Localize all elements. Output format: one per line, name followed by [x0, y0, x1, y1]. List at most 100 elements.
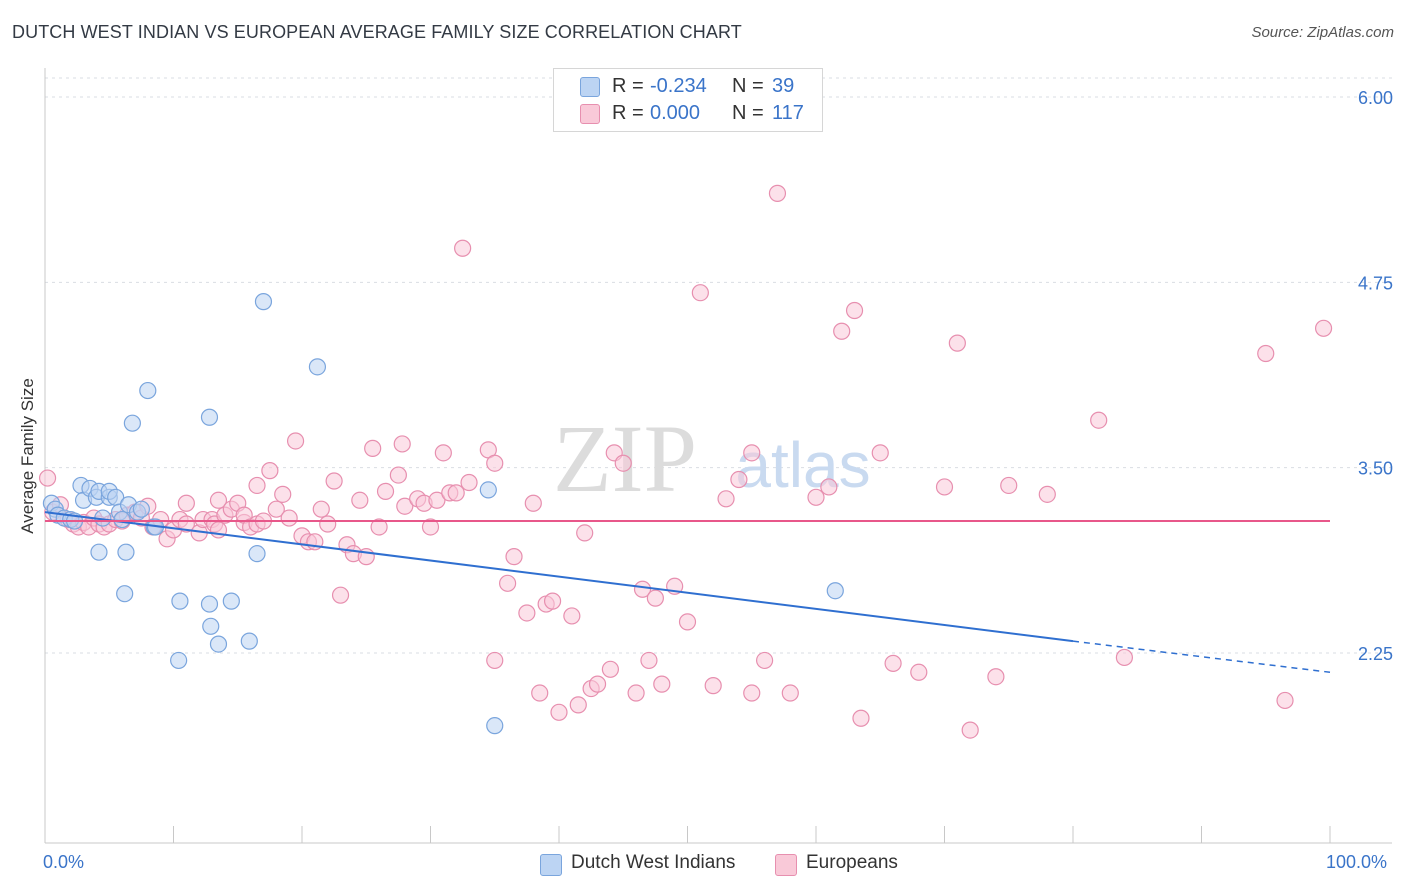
european-point [768, 184, 787, 202]
european-point [601, 660, 620, 678]
dutch-west-indian-point [248, 545, 266, 563]
legend-r-value: 0.000 [650, 102, 701, 124]
european-point [627, 684, 645, 702]
european-point [704, 677, 722, 695]
european-point [428, 491, 446, 509]
correlation-legend: R = -0.234 N = 39 R = 0.000 N = 117 [553, 68, 823, 132]
dutch-west-indian-point [826, 582, 844, 600]
european-point [261, 462, 279, 480]
dutch-west-indian-point [479, 481, 497, 499]
bottom-legend-swatch-pink [775, 854, 797, 876]
dutch-west-indian-point [202, 617, 220, 635]
european-point [505, 548, 523, 566]
y-tick-label: 6.00 [1358, 88, 1393, 108]
european-point [678, 613, 697, 631]
legend-r-value: -0.234 [650, 75, 707, 97]
european-point [743, 684, 761, 702]
dutch-west-indian-point [240, 632, 258, 650]
european-point [1038, 485, 1056, 503]
european-point [871, 444, 889, 462]
european-point [1314, 319, 1333, 337]
european-point [364, 439, 382, 457]
european-point [393, 435, 411, 453]
legend-n-value: 117 [772, 102, 804, 124]
european-point [730, 470, 748, 489]
dutch-west-indian-point [171, 592, 189, 610]
european-point [1090, 411, 1108, 429]
dutch-west-indian-point [139, 381, 157, 400]
european-point [833, 322, 851, 340]
european-point [807, 488, 825, 506]
european-point [434, 444, 452, 462]
european-point [524, 494, 542, 512]
european-point [460, 473, 478, 492]
european-point [396, 497, 414, 515]
european-point [325, 472, 343, 490]
european-point [845, 301, 864, 320]
legend-r-label: R = [612, 75, 644, 97]
bottom-legend-label: Europeans [806, 852, 898, 873]
legend-swatch-blue [580, 77, 600, 97]
european-point [743, 444, 761, 462]
european-point [1257, 344, 1275, 363]
legend-n-value: 39 [772, 75, 795, 97]
european-points [38, 184, 1333, 739]
dutch-west-indian-point [209, 635, 228, 653]
dutch-west-indian-trend-line [44, 511, 1074, 643]
european-point [987, 668, 1005, 686]
european-point [486, 651, 504, 670]
legend-row-europeans: R = 0.000 N = 117 [554, 102, 822, 126]
european-point [389, 466, 407, 484]
y-tick-label: 2.25 [1358, 644, 1393, 664]
european-point [884, 654, 902, 672]
dutch-west-indian-point [113, 510, 131, 529]
european-point [755, 651, 774, 670]
european-point [717, 490, 735, 508]
y-tick-labels: 2.25 3.50 4.75 6.00 [1358, 88, 1393, 664]
dutch-west-indian-point [200, 408, 219, 426]
legend-r-label: R = [612, 102, 644, 124]
y-tick-label: 4.75 [1358, 273, 1393, 293]
x-tick-label-max: 100.0% [1326, 852, 1388, 872]
european-point [177, 494, 195, 512]
dutch-west-indian-point [117, 543, 135, 561]
european-point [274, 485, 292, 503]
european-point [447, 484, 465, 502]
european-point [486, 454, 504, 472]
european-point [312, 500, 330, 518]
european-point [550, 703, 568, 721]
european-point [820, 478, 838, 496]
bottom-legend-label: Dutch West Indians [571, 852, 736, 873]
european-point [781, 684, 799, 702]
european-point [499, 574, 517, 592]
bottom-legend-dutch-west-indians: Dutch West Indians [540, 852, 770, 876]
european-point [961, 721, 979, 739]
european-point [910, 663, 928, 681]
european-point [633, 580, 652, 598]
dutch-west-indian-point [116, 585, 134, 603]
european-point [543, 592, 562, 610]
legend-row-dutch-west-indians: R = -0.234 N = 39 [554, 75, 822, 99]
x-tick-label-min: 0.0% [43, 852, 85, 872]
european-point [948, 334, 966, 352]
european-point [1000, 476, 1018, 495]
european-point [691, 284, 709, 302]
dutch-west-indian-point [123, 414, 141, 432]
trend-lines [44, 511, 1331, 674]
european-point [421, 518, 440, 536]
european-point [563, 607, 581, 625]
european-point [454, 239, 472, 257]
dutch-west-indian-trend-extension [1072, 640, 1331, 674]
european-point [1115, 648, 1134, 667]
european-point [640, 651, 658, 670]
european-point [286, 432, 305, 450]
legend-n-label: N = [732, 102, 764, 124]
european-point [331, 586, 350, 604]
dutch-west-indian-point [308, 358, 327, 376]
dutch-west-indian-point [254, 293, 273, 311]
dutch-west-indian-point [170, 651, 188, 670]
watermark-atlas: atlas [735, 429, 870, 501]
european-point [646, 589, 664, 607]
y-axis-label: Average Family Size [18, 378, 37, 534]
